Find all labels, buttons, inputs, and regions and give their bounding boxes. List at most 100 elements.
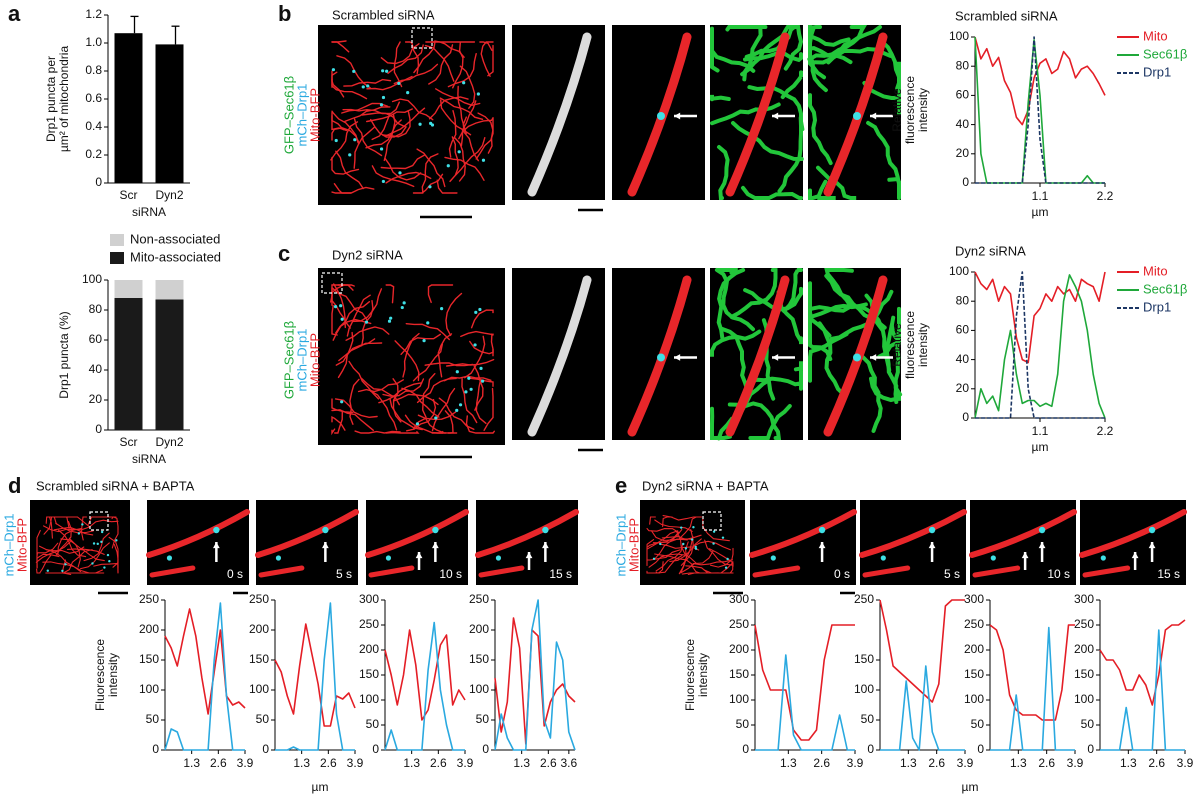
image-title: Dyn2 siRNA + BAPTA [642,478,769,493]
filament [55,522,94,534]
filament [404,41,420,75]
image-title: Dyn2 siRNA [332,247,403,262]
puncta [387,319,392,323]
filament [421,153,439,194]
x-tick-label: 1.3 [1120,756,1137,770]
y-tick-label: 50 [366,717,380,731]
legend-swatch [110,234,124,246]
line-series [974,36,1106,126]
y-axis-label: intensity [106,653,120,697]
filament [333,410,343,434]
filament [443,375,492,382]
channel-label: mCh–Drp1 [294,329,309,392]
puncta [415,422,420,426]
x-tick-label: 1.3 [1010,756,1027,770]
puncta [429,121,433,125]
bar-segment [155,280,184,300]
arrow-head [674,112,681,120]
filament [353,126,375,169]
arrow-head [870,354,877,361]
y-tick-label: 100 [359,692,379,706]
y-axis-label: µm² of mitochondria [57,46,71,153]
puncta [474,310,478,314]
filament [453,136,466,182]
y-tick-label: 20 [956,146,970,160]
y-tick-label: 150 [854,652,874,666]
y-tick-label: 50 [476,712,490,726]
puncta [818,526,826,534]
filament [331,71,338,89]
x-tick-label: 3.9 [1067,756,1084,770]
micrograph [512,268,605,440]
puncta [469,387,473,391]
line-series [494,599,576,751]
y-tick-label: 100 [854,682,874,696]
y-axis-label: fluorescence [903,76,917,144]
puncta [432,526,439,534]
puncta [389,316,393,320]
channel-label: GFP–Sec61β [281,321,296,399]
y-tick-label: 20 [89,392,103,406]
y-tick-label: 150 [249,652,269,666]
mitochondrion [862,565,911,578]
filament [470,309,494,329]
filament [729,561,734,574]
x-tick-label: 2.2 [1097,424,1114,438]
x-axis-label: siRNA [132,452,166,466]
filament [113,543,119,574]
filament [66,548,105,562]
filament [702,518,730,542]
filament [331,156,360,175]
puncta [694,545,697,549]
x-tick-label: 2.6 [928,756,945,770]
filament [337,284,355,287]
arrow-head [772,354,779,361]
filament [337,331,354,379]
filament [81,519,119,531]
y-tick-label: 200 [1074,642,1094,656]
bar-segment [114,298,143,430]
mitochondrion [527,32,592,197]
puncta [106,553,110,557]
filament [655,543,684,572]
y-tick-label: 150 [729,667,749,681]
filament [457,85,467,135]
puncta [397,81,401,86]
filament [710,47,756,73]
puncta [652,557,656,560]
puncta [694,547,698,550]
x-axis-label: µm [1032,205,1049,219]
channel-label: Mito-BFP [626,518,641,572]
y-tick-label: 0 [95,175,102,189]
filament [731,121,804,161]
puncta [692,526,695,529]
puncta [364,320,369,324]
puncta [331,68,336,72]
filament [740,25,795,77]
filament [808,29,853,65]
y-tick-label: 200 [729,642,749,656]
filament [444,156,485,181]
filament [36,554,52,574]
x-tick-label: Dyn2 [155,435,183,449]
y-tick-label: 80 [89,302,103,316]
filament [678,535,694,575]
filament [487,44,494,77]
channel-label: Mito-BFP [14,518,29,572]
arrow-head [1131,552,1139,559]
puncta [64,563,67,566]
line-series [989,624,1075,721]
filament [461,378,478,424]
filament [346,294,371,337]
x-axis-label: µm [962,780,979,794]
line-series [494,617,576,745]
filament [35,541,71,563]
y-tick-label: 300 [729,592,749,606]
micrograph [30,500,130,585]
filament [392,378,402,423]
filament [861,355,883,433]
legend-label: Non-associated [130,231,220,246]
filament [384,157,422,181]
filament [661,534,702,540]
y-tick-label: 40 [956,352,970,366]
